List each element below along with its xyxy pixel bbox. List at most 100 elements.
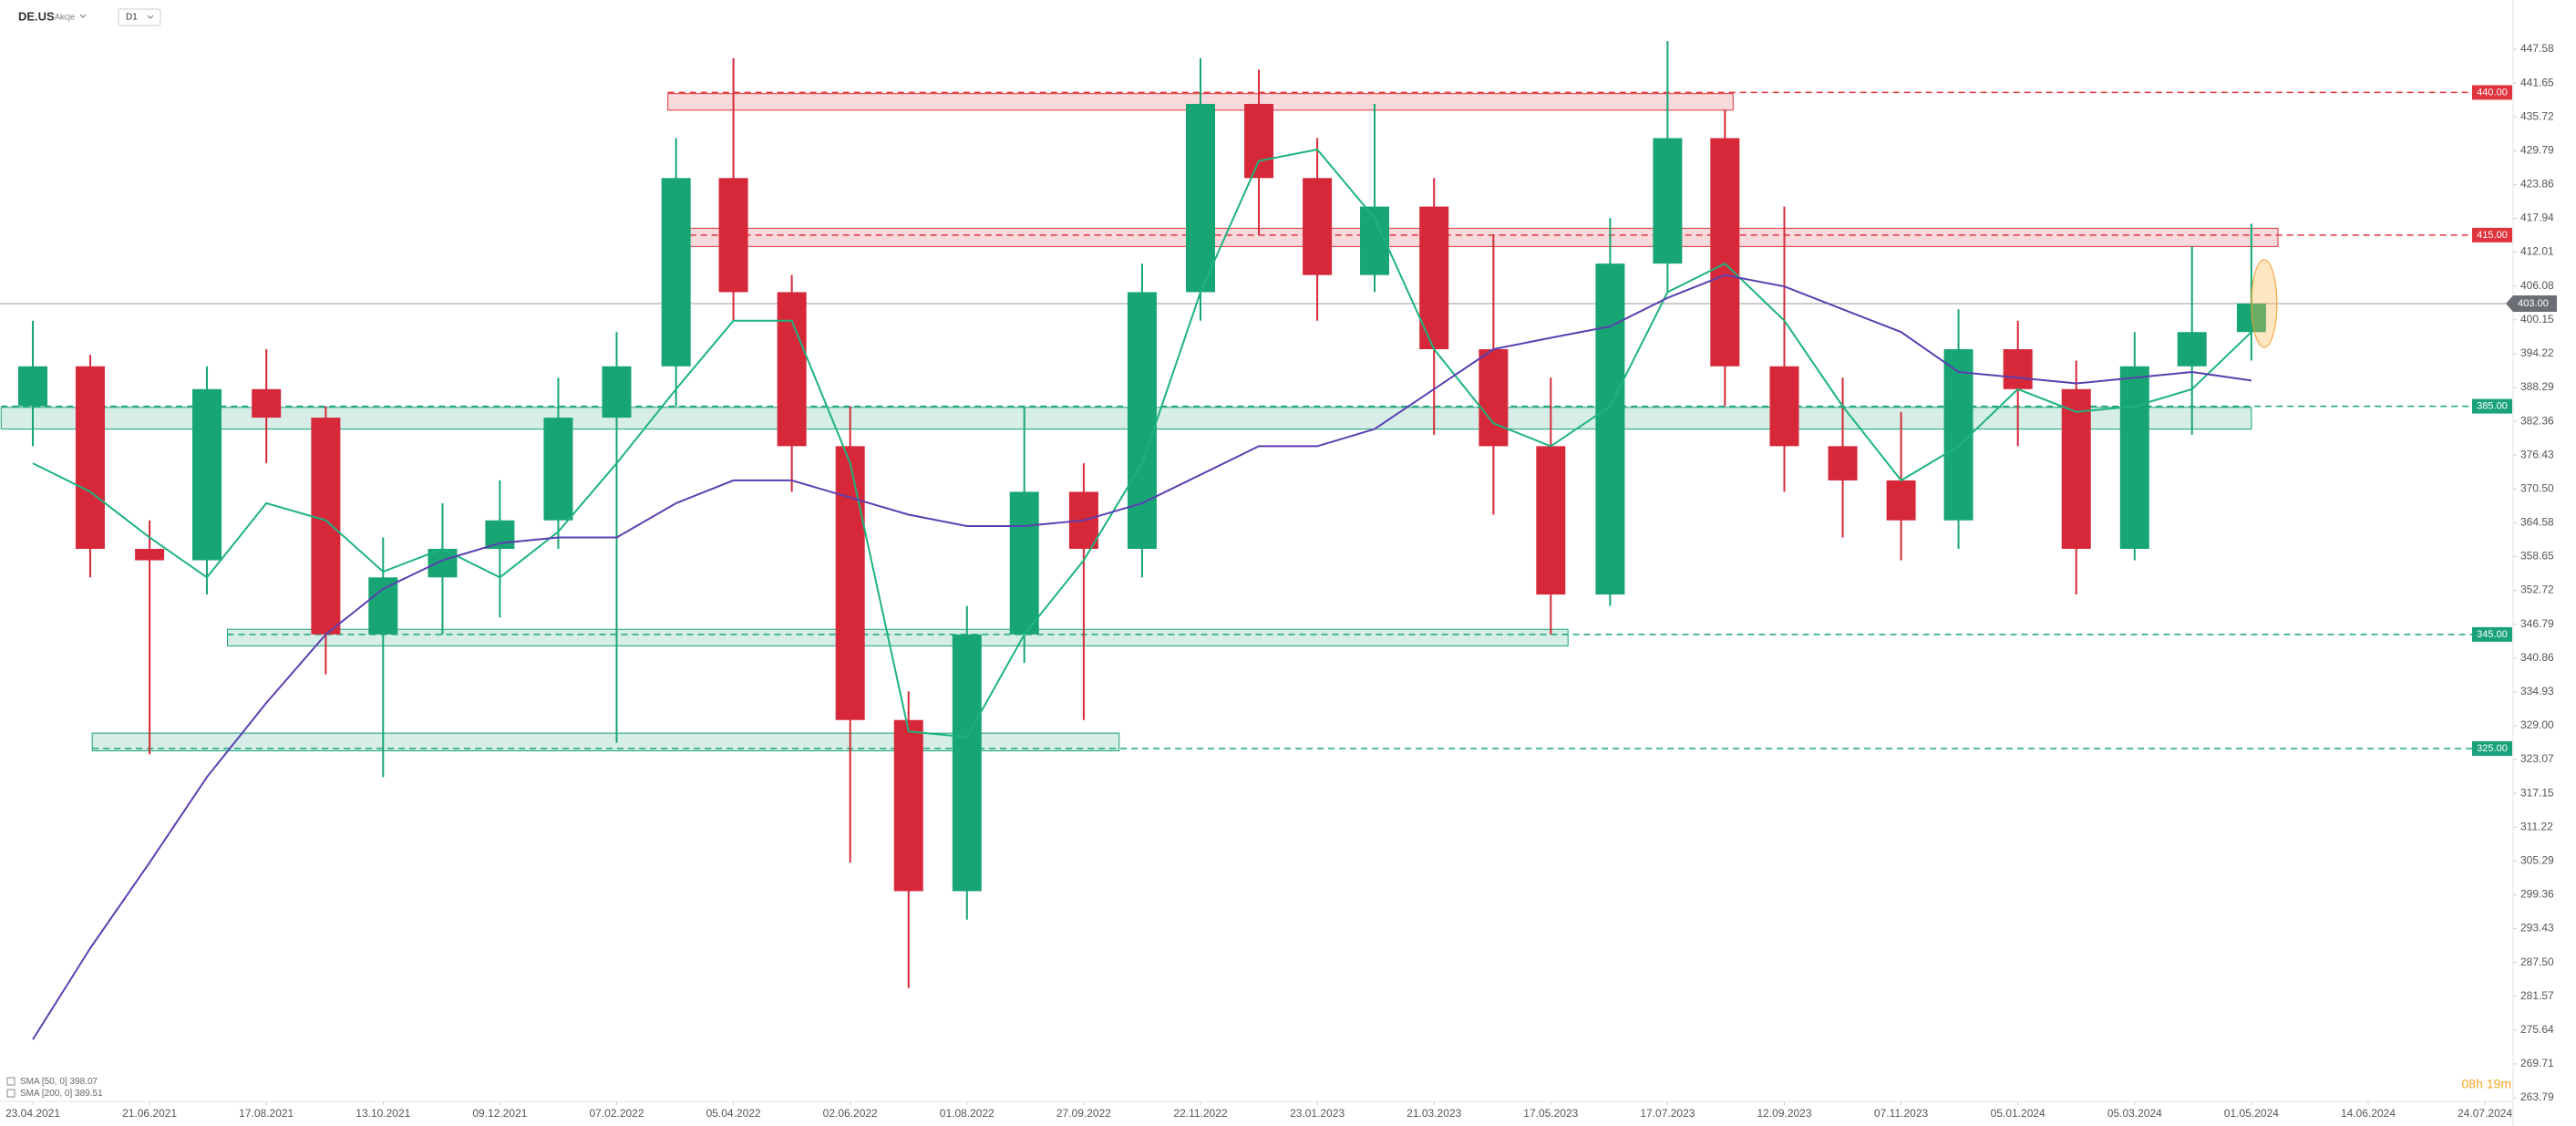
candle-body <box>661 178 691 367</box>
level-label: 325.00 <box>2477 743 2508 754</box>
candle-body <box>893 719 923 892</box>
candle-body <box>1186 103 1215 293</box>
candle-body <box>1828 446 1858 480</box>
candle-body <box>135 549 165 561</box>
legend-name: SMA [200, 0] <box>20 1089 72 1099</box>
candle-body <box>252 388 282 418</box>
x-tick-label: 23.04.2021 <box>5 1107 60 1120</box>
y-tick-label: 376.43 <box>2520 448 2554 460</box>
y-tick-label: 311.22 <box>2520 820 2553 832</box>
y-tick-label: 340.86 <box>2520 651 2554 664</box>
y-tick-label: 293.43 <box>2520 922 2554 935</box>
level-label-box <box>2472 398 2512 414</box>
x-tick-label: 05.01.2024 <box>1991 1107 2045 1120</box>
legend-entry: SMA [50, 0] 398.07 <box>20 1077 98 1087</box>
y-tick-label: 305.29 <box>2520 854 2554 867</box>
interval-dropdown[interactable] <box>147 15 154 19</box>
candle-body <box>1943 349 1973 521</box>
candle-body <box>1009 491 1039 635</box>
y-tick-label: 334.93 <box>2520 685 2554 697</box>
legend-icon <box>6 1077 15 1086</box>
level-label-box <box>2472 741 2512 757</box>
candle-body <box>543 418 573 521</box>
y-tick-label: 364.58 <box>2520 516 2554 529</box>
y-tick-label: 317.15 <box>2520 786 2554 799</box>
level-zone <box>91 732 1120 752</box>
candle-body <box>1127 292 1157 550</box>
x-tick-label: 22.11.2022 <box>1173 1107 1227 1120</box>
y-tick-label: 412.01 <box>2520 245 2554 258</box>
candle-body <box>75 366 105 550</box>
y-tick-label: 406.08 <box>2520 279 2554 292</box>
x-tick-label: 09.12.2021 <box>472 1107 527 1120</box>
y-tick-label: 287.50 <box>2520 956 2554 968</box>
y-tick-label: 352.72 <box>2520 584 2554 596</box>
symbol-dropdown[interactable] <box>79 14 87 18</box>
y-tick-label: 346.79 <box>2520 617 2554 630</box>
x-tick-label: 21.03.2023 <box>1406 1107 1461 1120</box>
last-price-box <box>2506 294 2557 312</box>
candle-body <box>311 418 341 635</box>
candle-body <box>1479 349 1509 447</box>
candle-body <box>2119 366 2149 550</box>
level-label: 440.00 <box>2477 87 2508 98</box>
sma-line <box>32 148 2252 739</box>
y-tick-label: 417.94 <box>2520 212 2554 224</box>
candle-body <box>1303 178 1333 275</box>
legend-entry: SMA [200, 0] 389.51 <box>20 1089 103 1099</box>
y-tick-label: 275.64 <box>2520 1023 2554 1036</box>
legend-name: SMA [50, 0] <box>20 1077 67 1087</box>
y-tick-label: 423.86 <box>2520 178 2554 191</box>
y-tick-label: 400.15 <box>2520 313 2554 325</box>
interval-box[interactable] <box>118 8 161 26</box>
x-tick-label: 23.01.2023 <box>1290 1107 1345 1120</box>
candle-body <box>1419 206 1449 350</box>
y-tick-label: 358.65 <box>2520 550 2554 563</box>
candle-body <box>777 292 807 447</box>
x-tick-label: 01.08.2022 <box>940 1107 994 1120</box>
y-tick-label: 394.22 <box>2520 346 2554 359</box>
candle-body <box>2177 332 2207 367</box>
candle-body <box>485 520 515 550</box>
y-tick-label: 447.58 <box>2520 42 2554 55</box>
y-tick-label: 323.07 <box>2520 752 2554 765</box>
candle-body <box>1769 366 1799 447</box>
level-zone <box>227 628 1569 646</box>
level-label: 345.00 <box>2477 629 2508 640</box>
level-label: 385.00 <box>2477 400 2508 411</box>
level-label-box <box>2472 85 2512 100</box>
candle-body <box>1244 103 1274 179</box>
x-tick-label: 17.07.2023 <box>1640 1107 1695 1120</box>
x-tick-label: 05.04.2022 <box>706 1107 761 1120</box>
x-tick-label: 17.05.2023 <box>1523 1107 1578 1120</box>
candle-body <box>192 388 222 561</box>
candle-body <box>952 634 982 892</box>
y-tick-label: 299.36 <box>2520 888 2554 901</box>
y-tick-label: 388.29 <box>2520 380 2554 393</box>
symbol[interactable]: DE.US <box>18 9 55 23</box>
interval[interactable]: D1 <box>126 13 138 23</box>
x-tick-label: 24.07.2024 <box>2458 1107 2512 1120</box>
y-tick-label: 269.71 <box>2520 1057 2554 1069</box>
asset-class: Akcje <box>55 12 75 21</box>
plot: 447.58 441.65 435.72 429.79 423.86 417.94 412.… <box>0 41 2557 1120</box>
x-tick-label: 14.06.2024 <box>2341 1107 2396 1120</box>
y-tick-label: 382.36 <box>2520 414 2554 427</box>
level-zone <box>667 227 2279 247</box>
candle-body <box>718 178 748 293</box>
candle-body <box>835 446 865 720</box>
candle-body <box>1710 138 1740 367</box>
level-label: 415.00 <box>2477 230 2508 241</box>
candle-body <box>1886 480 1916 521</box>
x-tick-label: 07.02.2022 <box>589 1107 644 1120</box>
y-tick-label: 435.72 <box>2520 109 2554 122</box>
y-tick-label: 429.79 <box>2520 143 2554 156</box>
x-tick-label: 05.03.2024 <box>2107 1107 2162 1120</box>
candle-body <box>1595 263 1625 595</box>
candle-body <box>2003 349 2033 389</box>
x-tick-label: 07.11.2023 <box>1874 1107 1928 1120</box>
y-tick-label: 281.57 <box>2520 989 2554 1002</box>
candle-body <box>18 366 47 407</box>
